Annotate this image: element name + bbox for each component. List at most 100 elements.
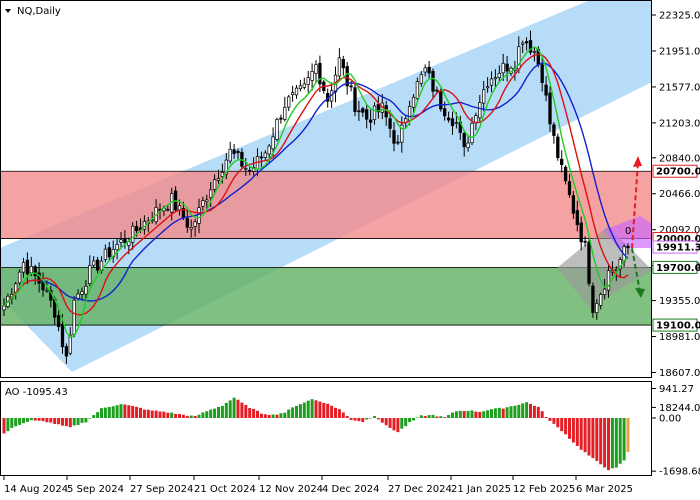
candle-down: [587, 241, 591, 284]
time-tick-label: 27 Sep 2024: [130, 484, 193, 495]
candle-up: [602, 288, 607, 295]
ao-bar: [540, 411, 544, 418]
candle-down: [376, 103, 381, 113]
candle-up: [92, 260, 96, 266]
candle-up: [497, 73, 501, 78]
ao-bars: [2, 397, 630, 471]
price-tick-label: 21577.0: [659, 82, 700, 93]
ao-bar: [388, 418, 392, 428]
ao-bar: [532, 405, 536, 418]
candle-down: [357, 110, 361, 113]
ao-bar: [439, 416, 443, 418]
ao-title: AO -1095.43: [5, 387, 68, 398]
ao-bar: [302, 402, 306, 418]
ao-bar: [517, 404, 521, 418]
level-label-1: 20000.0: [656, 234, 700, 245]
ao-bar: [256, 410, 259, 418]
ao-bar: [552, 418, 556, 424]
candle-up: [197, 207, 201, 224]
ao-bar: [283, 412, 287, 418]
time-tick-label: 5 Sep 2024: [67, 484, 124, 495]
ao-bar: [544, 416, 548, 418]
ao-bar: [295, 405, 298, 418]
time-tick-label: 12 Feb 2025: [513, 484, 575, 495]
price-panel-border: [0, 0, 652, 378]
ao-bar: [493, 408, 497, 418]
ao-tick-label: -1698.68: [659, 467, 700, 478]
ao-bar: [521, 403, 525, 418]
ao-panel-border: [0, 381, 652, 476]
ao-bar: [314, 400, 318, 418]
candle-down: [107, 247, 111, 258]
ao-bar: [185, 415, 189, 418]
price-panel: 0 NQ,Daily: [0, 0, 652, 378]
ao-bar: [146, 409, 150, 418]
ao-bar: [408, 418, 412, 423]
ao-bar: [443, 417, 447, 418]
ao-bar: [142, 409, 146, 418]
ao-panel-background: [0, 381, 652, 476]
ao-bar: [462, 411, 466, 418]
ao-bar: [365, 418, 369, 420]
ao-bar: [568, 418, 571, 439]
ao-bar: [564, 418, 568, 435]
ao-bar: [318, 401, 322, 418]
ao-bar: [466, 410, 470, 418]
ao-bar: [603, 418, 607, 468]
price-tick-label: 21203.0: [659, 118, 700, 129]
candle-up: [115, 244, 119, 251]
ao-bar: [591, 418, 595, 459]
ao-bar: [25, 418, 29, 422]
level-label-box-3: [652, 260, 698, 274]
candle-up: [478, 102, 482, 119]
ao-bar: [513, 405, 517, 418]
candle-up: [314, 64, 318, 74]
candle-down: [388, 118, 392, 129]
candle-up: [103, 248, 108, 260]
ao-bar: [72, 418, 76, 426]
candle-up: [189, 226, 193, 230]
ao-bar: [111, 406, 115, 418]
ao-bar: [412, 418, 415, 421]
candle-up: [177, 205, 182, 211]
ao-bar: [170, 412, 174, 418]
candle-up: [119, 239, 123, 243]
ao-bar: [357, 418, 361, 422]
ao-bar: [626, 418, 630, 452]
ao-bar: [607, 418, 610, 471]
price-tick-label: 20840.0: [659, 153, 700, 164]
candle-down: [579, 222, 583, 243]
price-tick-label: 20092.0: [659, 225, 700, 236]
ao-bar: [45, 418, 49, 423]
dropdown-triangle-icon[interactable]: [5, 9, 11, 13]
ao-bar: [501, 408, 505, 418]
candle-down: [33, 266, 37, 276]
ao-bar: [33, 418, 37, 421]
candle-down: [368, 119, 373, 123]
candle-up: [45, 289, 49, 292]
candle-up: [310, 70, 314, 81]
ao-bar: [486, 410, 490, 418]
ao-bar: [29, 418, 33, 421]
candle-down: [232, 149, 236, 154]
candle-down: [392, 130, 396, 144]
ao-bar: [271, 414, 275, 418]
ao-bar: [213, 408, 217, 418]
ao-bar: [193, 415, 197, 418]
moving-averages: [3, 46, 629, 339]
candle-up: [21, 262, 26, 273]
candle-down: [575, 210, 579, 226]
candle-down: [56, 315, 61, 328]
ao-tick-label: 0.00: [659, 414, 681, 425]
candle-up: [287, 96, 291, 108]
ao-bar: [505, 407, 509, 418]
time-tick-label: 6 Mar 2025: [576, 484, 633, 495]
candle-up: [298, 85, 303, 89]
candle-down: [571, 195, 576, 214]
ao-bar: [579, 418, 583, 450]
ao-bar: [64, 418, 68, 427]
time-tick-label: 4 Dec 2024: [322, 484, 380, 495]
candle-up: [599, 294, 603, 306]
ao-bar: [427, 415, 431, 418]
